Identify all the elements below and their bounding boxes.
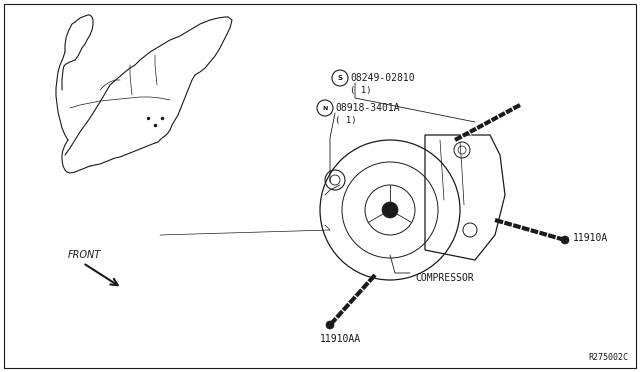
- Circle shape: [561, 236, 569, 244]
- Circle shape: [326, 321, 334, 329]
- Text: ( 1): ( 1): [350, 86, 371, 94]
- Text: 08249-02810: 08249-02810: [350, 73, 415, 83]
- Text: S: S: [337, 75, 342, 81]
- Text: N: N: [323, 106, 328, 110]
- Text: ( 1): ( 1): [335, 115, 356, 125]
- Text: R275002C: R275002C: [588, 353, 628, 362]
- Text: 08918-3401A: 08918-3401A: [335, 103, 399, 113]
- Circle shape: [382, 202, 398, 218]
- Text: 11910AA: 11910AA: [320, 334, 361, 344]
- Text: COMPRESSOR: COMPRESSOR: [415, 273, 474, 283]
- Text: FRONT: FRONT: [68, 250, 101, 260]
- Text: 11910A: 11910A: [573, 233, 608, 243]
